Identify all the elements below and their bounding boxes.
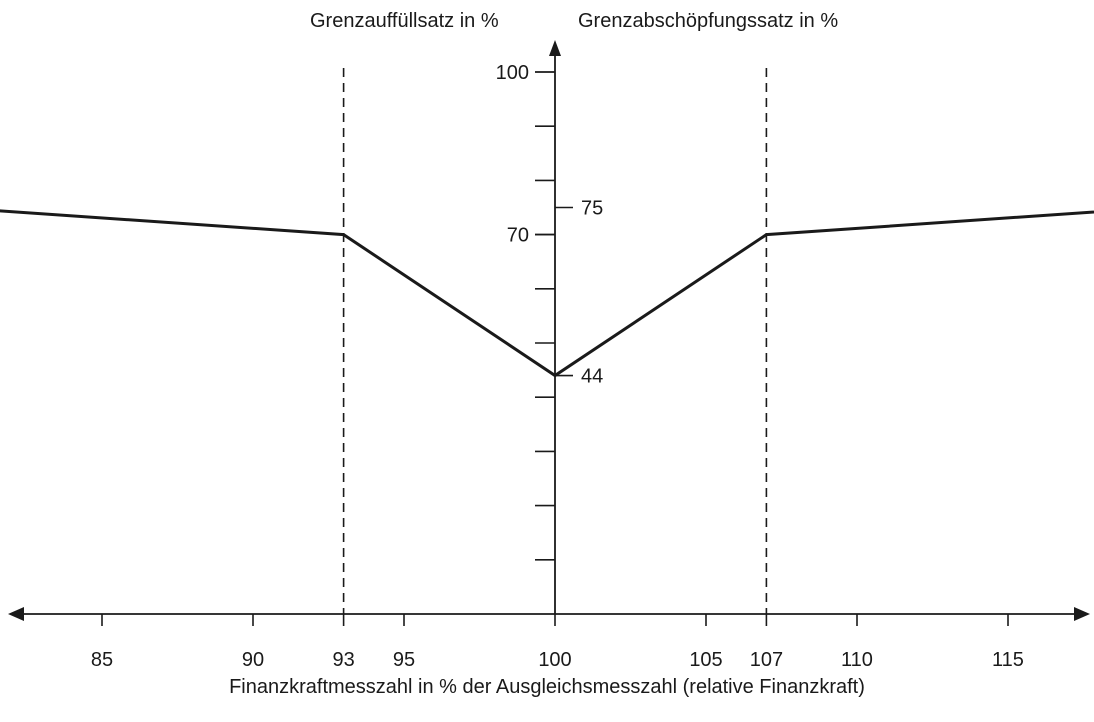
x-tick-label-110: 110 [841, 649, 873, 671]
y-tick-label-left-70: 70 [507, 225, 529, 247]
y-axis-arrow [549, 40, 561, 56]
axes [8, 40, 1090, 621]
x-axis-label: Finanzkraftmesszahl in % der Ausgleichsm… [229, 676, 865, 698]
x-tick-label-100: 100 [538, 649, 571, 671]
y-tick-label-left-100: 100 [496, 62, 529, 84]
series [0, 209, 1094, 378]
x-tick-label-107: 107 [750, 649, 783, 671]
series-line-0 [0, 209, 1094, 378]
y-axis-label-left: Grenzauffüllsatz in % [310, 10, 499, 32]
ticks: 8085909395100105107110115120100707544 [91, 62, 1024, 671]
x-axis-arrow-left [8, 607, 24, 621]
reference-lines [342, 68, 768, 614]
x-tick-label-85: 85 [91, 649, 113, 671]
x-tick-label-115: 115 [992, 649, 1024, 671]
x-axis-arrow-right [1074, 607, 1090, 621]
y-tick-label-right-75: 75 [581, 198, 603, 220]
x-tick-label-105: 105 [689, 649, 722, 671]
x-tick-label-95: 95 [393, 649, 415, 671]
y-tick-label-right-44: 44 [581, 366, 603, 388]
x-tick-label-90: 90 [242, 649, 264, 671]
y-axis-label-right: Grenzabschöpfungssatz in % [578, 10, 839, 32]
x-tick-label-93: 93 [332, 649, 354, 671]
